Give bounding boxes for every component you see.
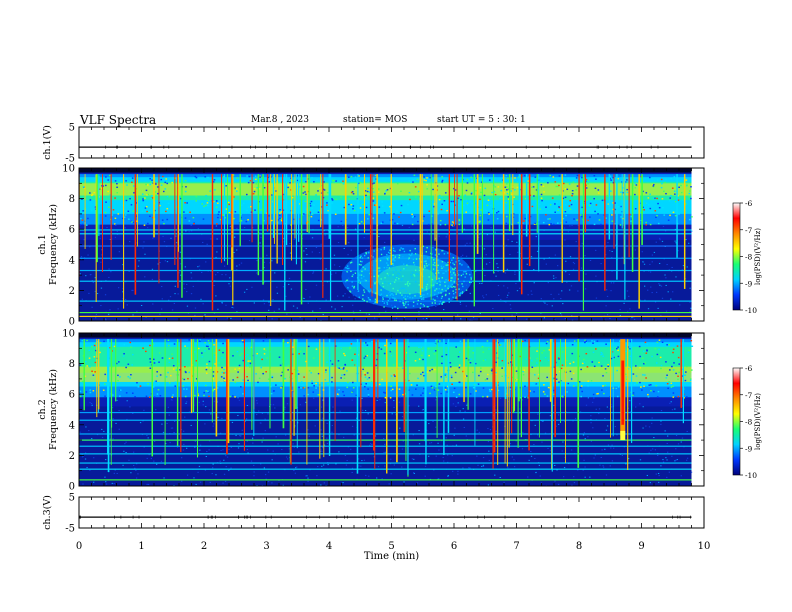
x-tick-label: 6 <box>451 541 457 552</box>
y-tick-label: 5 <box>69 123 75 134</box>
x-tick-label: 4 <box>326 541 332 552</box>
start-time-label: start UT = 5 : 30: 1 <box>437 115 526 125</box>
y-axis-label: ch.3(V) <box>42 495 53 530</box>
y-axis-label: Frequency (kHz) <box>48 204 59 285</box>
x-axis-label: Time (min) <box>364 551 419 562</box>
colorbar-tick-label: -8 <box>745 418 753 427</box>
y-tick-label: 2 <box>69 451 75 462</box>
spectrogram-ch1 <box>79 168 704 321</box>
y-tick-label: 10 <box>62 164 75 175</box>
colorbar-tick-label: -9 <box>745 279 753 288</box>
chart-title: VLF Spectra <box>80 113 157 127</box>
colorbar-tick-label: -7 <box>745 226 753 235</box>
x-tick-label: 7 <box>513 541 519 552</box>
y-tick-label: 4 <box>69 420 75 431</box>
x-tick-label: 0 <box>76 541 82 552</box>
y-tick-label: 6 <box>69 390 75 401</box>
y-axis-label: Frequency (kHz) <box>48 369 59 450</box>
colorbar-label: log(PSD)(V²/Hz) <box>754 393 762 450</box>
y-tick-label: 4 <box>69 255 75 266</box>
colorbar-label: log(PSD)(V²/Hz) <box>754 228 762 285</box>
x-tick-label: 3 <box>263 541 269 552</box>
colorbar-tick-label: -8 <box>745 253 753 262</box>
y-axis-label: ch.1(V) <box>42 125 53 160</box>
y-axis-label: ch.2 <box>37 399 48 420</box>
x-tick-label: 2 <box>201 541 207 552</box>
colorbar-tick-label: -7 <box>745 391 753 400</box>
colorbar-ch2 <box>732 367 741 476</box>
colorbar-tick-label: -6 <box>745 199 753 208</box>
y-tick-label: -5 <box>65 154 75 165</box>
x-tick-label: 10 <box>698 541 711 552</box>
x-tick-label: 5 <box>388 541 394 552</box>
y-axis-label: ch.1 <box>37 234 48 255</box>
y-tick-label: 8 <box>69 359 75 370</box>
x-tick-label: 8 <box>576 541 582 552</box>
y-tick-label: 8 <box>69 194 75 205</box>
colorbar-tick-label: -9 <box>745 444 753 453</box>
x-tick-label: 1 <box>138 541 144 552</box>
y-tick-label: 0 <box>69 482 75 493</box>
x-tick-label: 9 <box>638 541 644 552</box>
colorbar-tick-label: -6 <box>745 364 753 373</box>
colorbar-tick-label: -10 <box>745 306 757 315</box>
colorbar-ch1 <box>732 202 741 311</box>
y-tick-label: 6 <box>69 225 75 236</box>
spectrogram-ch2 <box>79 333 704 486</box>
y-tick-label: 2 <box>69 286 75 297</box>
y-tick-label: 0 <box>69 317 75 328</box>
date-label: Mar.8 , 2023 <box>251 115 309 125</box>
y-tick-label: 10 <box>62 329 75 340</box>
y-tick-label: -5 <box>65 524 75 535</box>
colorbar-tick-label: -10 <box>745 471 757 480</box>
y-tick-label: 5 <box>69 493 75 504</box>
station-label: station= MOS <box>343 115 408 125</box>
